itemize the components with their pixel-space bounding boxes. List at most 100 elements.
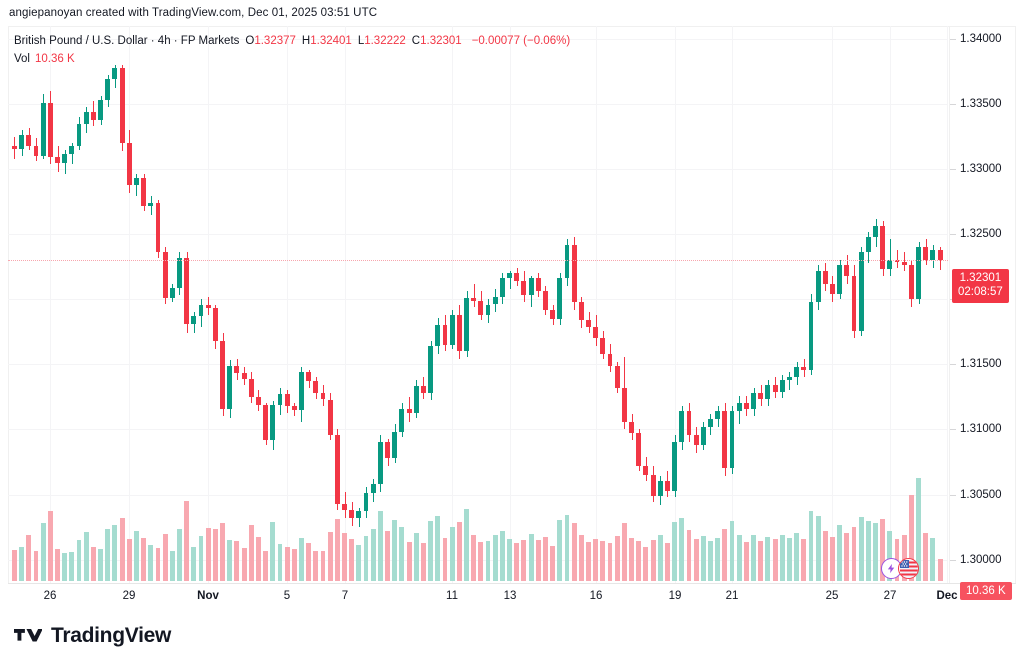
gridline-vertical <box>452 26 453 583</box>
volume-bar <box>751 535 756 581</box>
volume-bar <box>47 511 53 581</box>
chart-plot-area[interactable] <box>8 26 948 583</box>
volume-bar <box>937 559 943 581</box>
gridline-horizontal <box>8 104 948 106</box>
time-tick-label: 7 <box>341 590 349 602</box>
candle-body <box>377 442 383 485</box>
volume-bar <box>672 522 678 581</box>
volume-bar <box>421 543 426 581</box>
volume-bar <box>593 539 599 581</box>
volume-bar <box>808 511 814 581</box>
volume-bar <box>255 537 261 581</box>
volume-bar <box>815 516 821 581</box>
volume-bar <box>607 543 613 581</box>
candle-body <box>126 143 132 185</box>
candle-body <box>485 304 491 315</box>
candle-body <box>119 67 125 144</box>
gridline-horizontal <box>8 234 948 236</box>
gridline-vertical <box>890 26 891 583</box>
candle-body <box>543 291 548 310</box>
candle-body <box>736 403 742 412</box>
volume-bar <box>736 535 742 581</box>
volume-bar <box>270 522 276 581</box>
candle-body <box>851 275 857 331</box>
candle-body <box>449 314 455 345</box>
symbol-title[interactable]: British Pound / U.S. Dollar · 4h · FP Ma… <box>14 35 240 47</box>
price-axis[interactable]: 1.340001.335001.330001.325001.320001.315… <box>949 26 1016 600</box>
close-key: C <box>411 35 421 47</box>
gridline-vertical <box>675 26 676 583</box>
candle-wick <box>510 270 511 289</box>
candle-body <box>392 432 398 459</box>
high-key: H <box>301 35 311 47</box>
price-tick-label: 1.30000 <box>960 553 1002 566</box>
candle-body <box>270 404 276 440</box>
time-tick-label: Dec <box>936 590 958 602</box>
gridline-horizontal <box>8 364 948 366</box>
candle-body <box>779 379 785 392</box>
volume-bar <box>908 495 914 581</box>
candle-body <box>406 408 412 413</box>
time-axis[interactable]: 26 29 Nov 5 7 11 13 16 19 21 25 27 Dec <box>8 583 1016 609</box>
candle-wick <box>294 403 295 417</box>
volume-bar <box>105 529 111 581</box>
candle-body <box>90 111 96 120</box>
candle-wick <box>789 372 790 391</box>
volume-bar <box>313 551 319 581</box>
flag-icon[interactable] <box>898 558 919 579</box>
price-tick-dash <box>950 429 956 431</box>
volume-bar <box>449 527 455 581</box>
volume-bar <box>40 523 46 581</box>
volume-bar <box>205 528 211 581</box>
time-tick-label: 27 <box>883 590 897 602</box>
gridline-horizontal <box>8 559 948 561</box>
candle-body <box>227 365 233 409</box>
open-value: 1.32377 <box>254 35 296 47</box>
time-tick-label: 16 <box>589 590 603 602</box>
candle-body <box>858 252 864 331</box>
volume-bar <box>327 532 333 581</box>
candle-body <box>629 421 634 434</box>
volume-bar <box>786 538 792 581</box>
volume-tag[interactable]: 10.36 K <box>960 581 1012 600</box>
chart-badges[interactable] <box>881 558 919 579</box>
price-tick-dash <box>950 169 956 171</box>
candle-body <box>693 434 699 446</box>
tradingview-logo[interactable]: TradingView <box>14 624 171 648</box>
current-price-tag[interactable]: 1.32301 02:08:57 <box>952 269 1009 304</box>
candle-body <box>220 340 225 409</box>
chart-frame <box>8 26 1016 609</box>
price-tick-label: 1.30500 <box>960 488 1002 501</box>
candle-body <box>26 135 32 146</box>
gridline-vertical <box>947 26 948 583</box>
volume-bar <box>700 536 706 581</box>
volume-bar <box>169 551 175 581</box>
candle-body <box>234 365 240 374</box>
time-tick-label: 21 <box>725 590 739 602</box>
candle-body <box>442 325 448 345</box>
volume-bar <box>880 519 886 581</box>
gridline-horizontal <box>8 299 948 301</box>
candle-body <box>600 338 606 354</box>
candle-body <box>614 365 620 388</box>
volume-bar <box>90 547 96 581</box>
volume-bar <box>19 547 25 581</box>
candle-body <box>98 100 103 120</box>
volume-bar <box>184 501 190 581</box>
volume-bar <box>277 544 283 581</box>
close-value: 1.32301 <box>420 35 462 47</box>
candle-body <box>385 442 391 459</box>
volume-bar <box>629 538 634 581</box>
candle-body <box>844 265 850 276</box>
candle-body <box>320 392 326 400</box>
candle-body <box>557 278 563 319</box>
chart-legend[interactable]: British Pound / U.S. Dollar · 4h · FP Ma… <box>14 33 570 67</box>
price-tick-dash <box>950 104 956 106</box>
tradingview-wordmark: TradingView <box>51 624 172 647</box>
price-tick-dash <box>950 559 956 561</box>
volume-bar <box>291 549 297 581</box>
volume-bar <box>543 537 548 581</box>
candle-body <box>686 411 692 435</box>
volume-bar <box>349 539 355 581</box>
candle-body <box>33 145 39 157</box>
